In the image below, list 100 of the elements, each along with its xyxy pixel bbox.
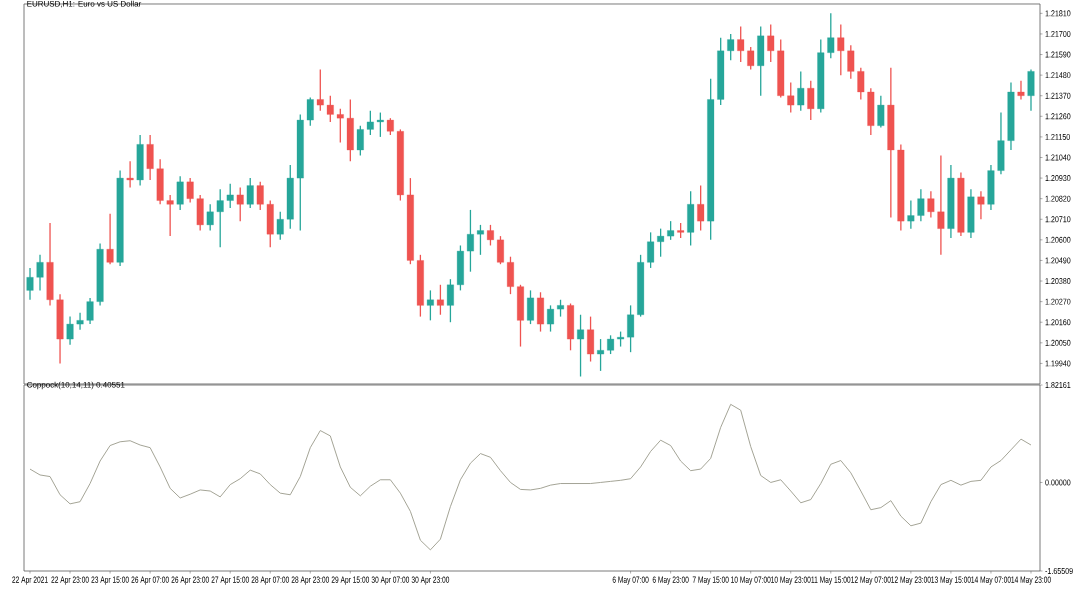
candlestick — [627, 304, 635, 353]
candlestick — [877, 95, 885, 129]
candlestick — [306, 96, 314, 127]
y-tick-label: 1.20710 — [1045, 216, 1071, 223]
y-tick-label: 1.21150 — [1045, 133, 1070, 140]
x-tick-label: 23 Apr 15:00 — [91, 576, 129, 585]
x-tick-label: 6 May 07:00 — [612, 576, 649, 585]
y-tick-label: 1.20380 — [1045, 278, 1071, 285]
candlestick — [336, 108, 344, 144]
candlestick — [206, 203, 214, 232]
candlestick — [807, 80, 815, 121]
candlestick — [477, 224, 484, 256]
candlestick — [847, 44, 855, 80]
candlestick — [466, 209, 474, 273]
x-tick-label: 30 Apr 07:00 — [371, 576, 410, 585]
candlestick — [727, 33, 735, 61]
candlestick — [577, 314, 584, 378]
x-tick-label: 28 Apr 23:00 — [291, 576, 330, 585]
candlestick — [827, 12, 835, 59]
x-tick-label: 10 May 07:00 — [731, 576, 771, 585]
y-tick-label: 1.21260 — [1045, 113, 1071, 120]
candlestick — [76, 312, 84, 331]
candlestick — [797, 70, 805, 112]
candlestick — [446, 278, 454, 323]
candlestick — [747, 46, 755, 71]
x-tick-label: 29 Apr 15:00 — [331, 576, 370, 585]
candlestick — [697, 184, 705, 232]
y-tick-label: -1.65509 — [1045, 568, 1073, 574]
candlestick — [767, 23, 775, 63]
y-tick-label: 1.21040 — [1045, 154, 1071, 161]
candlestick — [547, 304, 554, 333]
candlestick — [326, 95, 334, 123]
candlestick — [497, 235, 504, 265]
x-tick-label: 22 Apr 23:00 — [51, 576, 89, 585]
x-tick-label: 10 May 23:00 — [771, 576, 811, 585]
y-tick-label: 1.19940 — [1045, 360, 1071, 367]
x-tick-label: 26 Apr 07:00 — [131, 576, 169, 585]
y-tick-label: 0.00000 — [1045, 479, 1071, 486]
candlestick — [667, 220, 675, 241]
candlestick — [907, 199, 915, 230]
candlestick — [607, 334, 615, 355]
candlestick — [927, 190, 935, 219]
candlestick — [106, 213, 114, 265]
y-tick-label: 1.20160 — [1045, 319, 1071, 326]
candlestick — [647, 231, 655, 269]
candlestick — [487, 224, 494, 247]
candlestick — [26, 267, 34, 301]
candlestick — [86, 297, 94, 325]
x-tick-label: 28 Apr 07:00 — [251, 576, 289, 585]
candlestick — [837, 23, 845, 76]
candlestick — [376, 111, 384, 138]
candlestick — [236, 186, 244, 222]
candlestick — [316, 68, 324, 112]
candlestick — [436, 284, 444, 316]
candlestick — [356, 125, 364, 157]
candlestick — [256, 181, 264, 211]
candlestick — [917, 188, 925, 222]
x-tick-label: 13 May 15:00 — [931, 576, 971, 585]
y-tick-label: 1.21590 — [1045, 51, 1071, 58]
y-tick-label: 1.82161 — [1045, 382, 1071, 388]
candlestick — [366, 110, 374, 136]
candlestick — [216, 188, 224, 248]
candlestick — [527, 289, 534, 325]
candlestick — [226, 183, 234, 209]
candlestick — [426, 289, 434, 321]
y-tick-label: 1.20820 — [1045, 195, 1071, 202]
candlestick — [1017, 80, 1025, 101]
candlestick — [737, 25, 745, 63]
candlestick — [597, 338, 605, 372]
x-tick-label: 11 May 15:00 — [811, 576, 851, 585]
x-tick-label: 22 Apr 2021 — [12, 576, 48, 585]
y-tick-label: 1.21810 — [1045, 10, 1071, 17]
candlestick — [977, 190, 985, 220]
candlestick — [937, 154, 945, 256]
y-tick-label: 1.21480 — [1045, 72, 1071, 79]
y-tick-label: 1.21370 — [1045, 92, 1071, 99]
y-tick-label: 1.20490 — [1045, 257, 1071, 264]
candlestick — [186, 177, 194, 204]
y-tick-label: 1.20600 — [1045, 236, 1071, 243]
y-tick-label: 1.20270 — [1045, 298, 1071, 305]
x-tick-label: 26 Apr 23:00 — [171, 576, 209, 585]
x-tick-label: 27 Apr 15:00 — [211, 576, 249, 585]
y-tick-label: 1.20930 — [1045, 175, 1071, 182]
y-tick-label: 1.21700 — [1045, 30, 1071, 37]
candlestick — [787, 81, 795, 114]
candlestick — [36, 254, 44, 292]
candlestick — [276, 211, 284, 241]
x-tick-label: 6 May 23:00 — [652, 576, 689, 585]
x-tick-label: 12 May 23:00 — [891, 576, 931, 585]
x-tick-label: 14 May 23:00 — [1011, 576, 1051, 585]
candlestick — [126, 160, 134, 189]
candlestick — [66, 315, 74, 346]
x-tick-label: 14 May 07:00 — [971, 576, 1011, 585]
x-tick-label: 12 May 07:00 — [851, 576, 891, 585]
x-tick-label: 30 Apr 23:00 — [411, 576, 450, 585]
candlestick — [857, 66, 865, 101]
candlestick — [657, 227, 665, 258]
x-tick-label: 7 May 15:00 — [692, 576, 729, 585]
y-tick-label: 1.20050 — [1045, 339, 1071, 346]
candlestick — [246, 177, 254, 209]
